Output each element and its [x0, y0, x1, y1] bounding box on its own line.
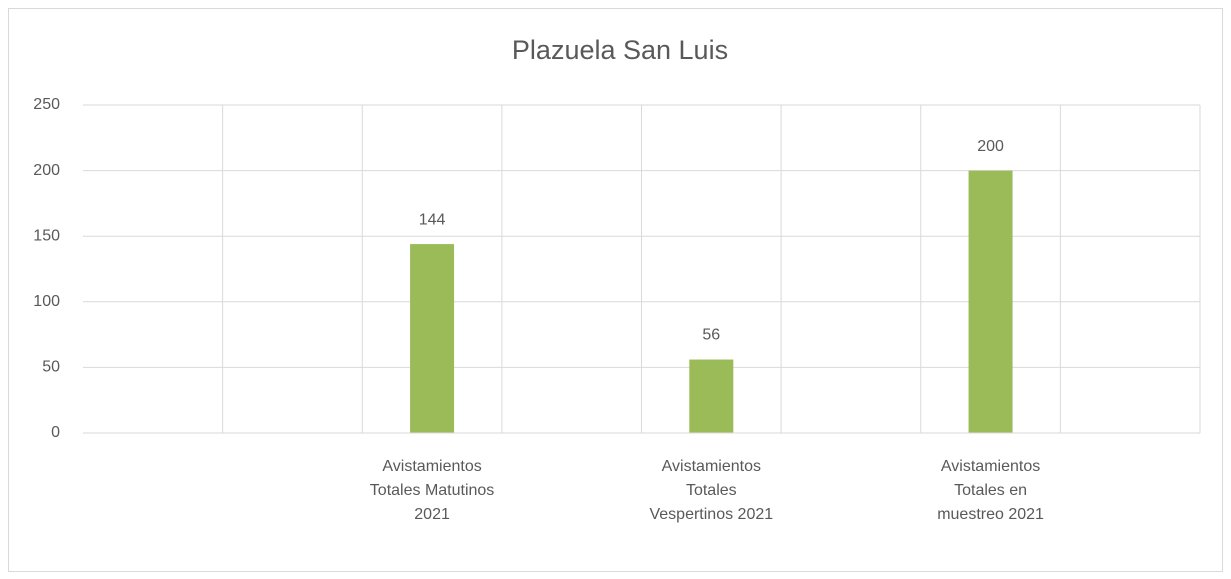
y-tick-label: 100: [33, 293, 60, 310]
bar: [410, 244, 455, 433]
data-label: 144: [419, 211, 446, 228]
data-label: 56: [702, 327, 720, 344]
data-label: 200: [977, 138, 1004, 155]
y-tick-label: 50: [42, 359, 60, 376]
y-tick-label: 200: [33, 162, 60, 179]
x-tick-label: Avistamientos Totales Vespertinos 2021: [649, 458, 774, 523]
bar: [968, 170, 1013, 433]
y-tick-label: 150: [33, 227, 60, 244]
chart-border: [8, 8, 1223, 572]
y-tick-label: 250: [33, 96, 60, 113]
y-tick-label: 0: [51, 424, 60, 441]
x-tick-label: Avistamientos Totales Matutinos 2021: [369, 458, 495, 523]
x-tick-label: Avistamientos Totales en muestreo 2021: [937, 458, 1044, 523]
chart-title: Plazuela San Luis: [512, 35, 728, 65]
bar: [689, 359, 734, 433]
